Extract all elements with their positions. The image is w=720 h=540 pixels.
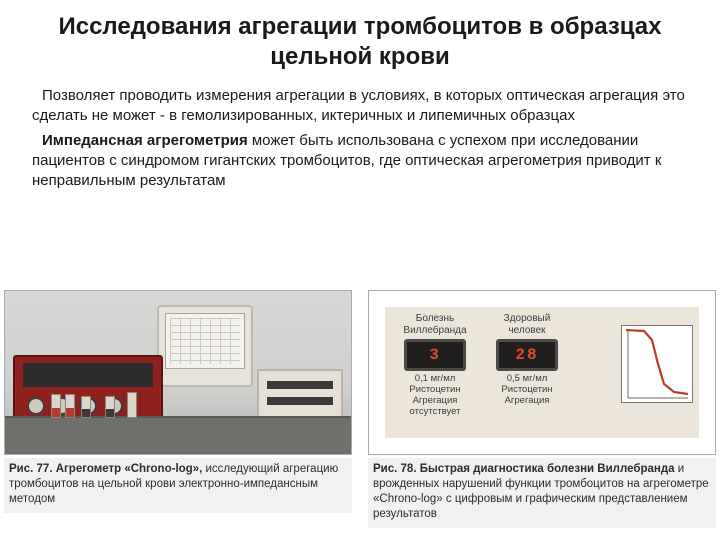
slide: Исследования агрегации тромбоцитов в обр… <box>0 0 720 540</box>
vial-icon <box>65 394 75 418</box>
vial-icon <box>105 396 115 418</box>
display-left-value: 3 <box>404 339 466 371</box>
vial-icon <box>51 394 61 418</box>
figure-78-panel: Болезнь Виллебранда 3 0,1 мг/мл Ристоцет… <box>385 307 699 438</box>
bench-icon <box>5 416 351 454</box>
figure-78: Болезнь Виллебранда 3 0,1 мг/мл Ристоцет… <box>360 290 720 540</box>
mini-chart <box>621 325 693 403</box>
display-left-header: Болезнь Виллебранда <box>403 313 467 336</box>
mini-chart-svg <box>622 326 692 402</box>
crt-monitor-icon <box>157 305 253 387</box>
figure-77: Рис. 77. Агрегометр «Chrono-log», исслед… <box>0 290 360 540</box>
display-right-header: Здоровый человек <box>495 313 559 336</box>
vial-icon <box>81 396 91 418</box>
display-left-footer: 0,1 мг/мл Ристоцетин Агрегация отсутству… <box>403 374 467 418</box>
figure-77-image <box>4 290 352 455</box>
figure-77-caption-bold: Рис. 77. Агрегометр «Chrono-log», <box>9 463 202 475</box>
figure-77-caption: Рис. 77. Агрегометр «Chrono-log», исслед… <box>4 458 352 513</box>
vial-icon <box>127 392 137 418</box>
display-right: Здоровый человек 28 0,5 мг/мл Ристоцетин… <box>495 313 559 407</box>
display-left: Болезнь Виллебранда 3 0,1 мг/мл Ристоцет… <box>403 313 467 418</box>
display-right-footer: 0,5 мг/мл Ристоцетин Агрегация <box>495 374 559 407</box>
body-text: Позволяет проводить измерения агрегации … <box>32 86 688 191</box>
figure-78-caption-bold: Рис. 78. Быстрая диагностика болезни Вил… <box>373 463 675 475</box>
figures-row: Рис. 77. Агрегометр «Chrono-log», исслед… <box>0 290 720 540</box>
display-right-value: 28 <box>496 339 558 371</box>
figure-78-caption: Рис. 78. Быстрая диагностика болезни Вил… <box>368 458 716 528</box>
figure-78-image: Болезнь Виллебранда 3 0,1 мг/мл Ристоцет… <box>368 290 716 455</box>
paragraph-2-lead: Импедансная агрегометрия <box>42 132 248 149</box>
slide-title: Исследования агрегации тромбоцитов в обр… <box>48 12 672 72</box>
paragraph-2: Импедансная агрегометрия может быть испо… <box>32 131 688 192</box>
paragraph-1: Позволяет проводить измерения агрегации … <box>32 86 688 127</box>
